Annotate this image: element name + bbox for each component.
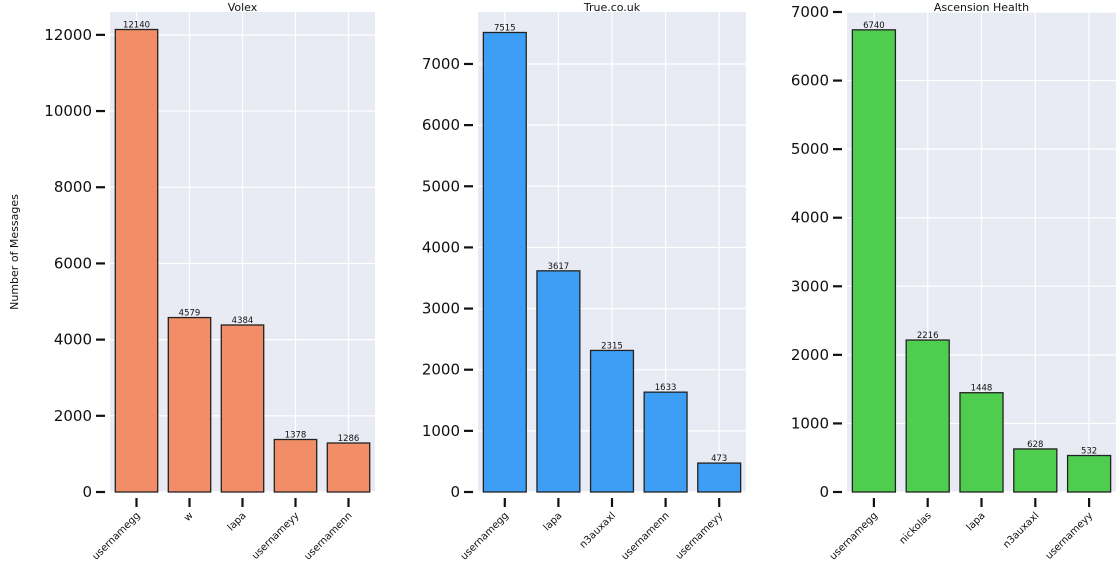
- chart-panel-2: 0 1000 2000 3000 4000 5000 6000 7000 7515 usernam…: [422, 1, 746, 562]
- x-tick-label: usernamegg: [91, 510, 143, 562]
- y-tick-label: 0: [450, 483, 460, 501]
- x-tick-label: usernameyy: [1044, 510, 1096, 562]
- bar-usernamegg: [482, 31, 527, 493]
- y-tick-label: 6000: [791, 72, 829, 90]
- bar-usernamegg: [851, 29, 897, 493]
- x-tick-label: usernameyy: [250, 510, 302, 562]
- bar-n3auxaxl: [589, 349, 635, 493]
- chart-title: True.co.uk: [583, 1, 641, 14]
- bar-value-label: 2315: [601, 341, 623, 351]
- y-tick-label: 1000: [422, 422, 460, 440]
- bar-usernamegg: [114, 28, 159, 493]
- bar-usernamenn: [326, 442, 371, 493]
- y-tick-label: 5000: [422, 177, 460, 195]
- bar-value-label: 1448: [971, 384, 993, 394]
- x-tick-label: lapa: [226, 510, 249, 533]
- x-tick-label: w: [182, 510, 196, 524]
- y-tick-label: 1000: [791, 414, 829, 432]
- bar-value-label: 628: [1027, 440, 1043, 450]
- y-tick-label: 7000: [422, 55, 460, 73]
- chart-title: Volex: [228, 1, 258, 14]
- bar-w: [167, 316, 212, 493]
- y-tick-label: 2000: [791, 346, 829, 364]
- x-tick-label: nickolas: [898, 510, 934, 546]
- bar-value-label: 3617: [548, 262, 570, 272]
- y-tick-label: 10000: [44, 102, 92, 120]
- bar-value-label: 7515: [494, 23, 516, 33]
- bar-value-label: 473: [711, 454, 727, 464]
- bar-lapa: [220, 324, 265, 493]
- bar-usernamenn: [643, 391, 688, 493]
- bar-lapa: [959, 392, 1004, 493]
- y-tick-label: 3000: [422, 300, 460, 318]
- bar-usernameyy: [273, 438, 318, 493]
- x-tick-label: n3auxaxl: [1001, 510, 1041, 550]
- y-tick-label: 4000: [422, 238, 460, 256]
- x-tick-label: lapa: [965, 510, 988, 533]
- y-tick-label: 6000: [54, 254, 92, 272]
- bar-value-label: 12140: [123, 21, 150, 31]
- y-tick-label: 3000: [791, 277, 829, 295]
- bar-value-label: 6740: [863, 21, 885, 31]
- bar-usernameyy: [697, 462, 742, 493]
- y-tick-label: 0: [82, 483, 92, 501]
- bar-value-label: 1378: [285, 431, 307, 441]
- x-tick-label: usernamegg: [459, 510, 511, 562]
- y-tick-label: 4000: [791, 209, 829, 227]
- y-tick-label: 12000: [44, 26, 92, 44]
- y-tick-label: 5000: [791, 140, 829, 158]
- bar-value-label: 1286: [338, 434, 360, 444]
- chart-panel-3: 0 1000 2000 3000 4000 5000 6000 7000 6740 usernam…: [791, 1, 1116, 562]
- y-tick-label: 4000: [54, 331, 92, 349]
- x-tick-label: usernamenn: [303, 510, 355, 562]
- y-tick-label: 8000: [54, 178, 92, 196]
- chart-panel-1: 0 2000 4000 6000 8000 10000 12000 12140 username…: [8, 1, 375, 562]
- y-tick-label: 6000: [422, 116, 460, 134]
- bar-value-label: 4579: [179, 309, 201, 319]
- bar-n3auxaxl: [1013, 448, 1058, 493]
- bar-value-label: 4384: [232, 316, 254, 326]
- y-tick-label: 0: [819, 483, 829, 501]
- bar-value-label: 532: [1081, 447, 1097, 457]
- y-tick-label: 2000: [54, 407, 92, 425]
- x-tick-label: n3auxaxl: [578, 510, 618, 550]
- bar-nickolas: [905, 339, 950, 493]
- y-tick-label: 2000: [422, 361, 460, 379]
- bar-value-label: 1633: [655, 383, 677, 393]
- bar-value-label: 2216: [917, 331, 939, 341]
- chart-title: Ascension Health: [934, 1, 1029, 14]
- bar-usernameyy: [1066, 454, 1112, 493]
- y-tick-label: 7000: [791, 3, 829, 21]
- x-tick-label: usernamenn: [620, 510, 672, 562]
- y-axis-label: Number of Messages: [8, 194, 21, 310]
- x-tick-label: usernameyy: [674, 510, 726, 562]
- x-tick-label: lapa: [542, 510, 565, 533]
- bar-lapa: [536, 270, 581, 493]
- x-tick-label: usernamegg: [828, 510, 880, 562]
